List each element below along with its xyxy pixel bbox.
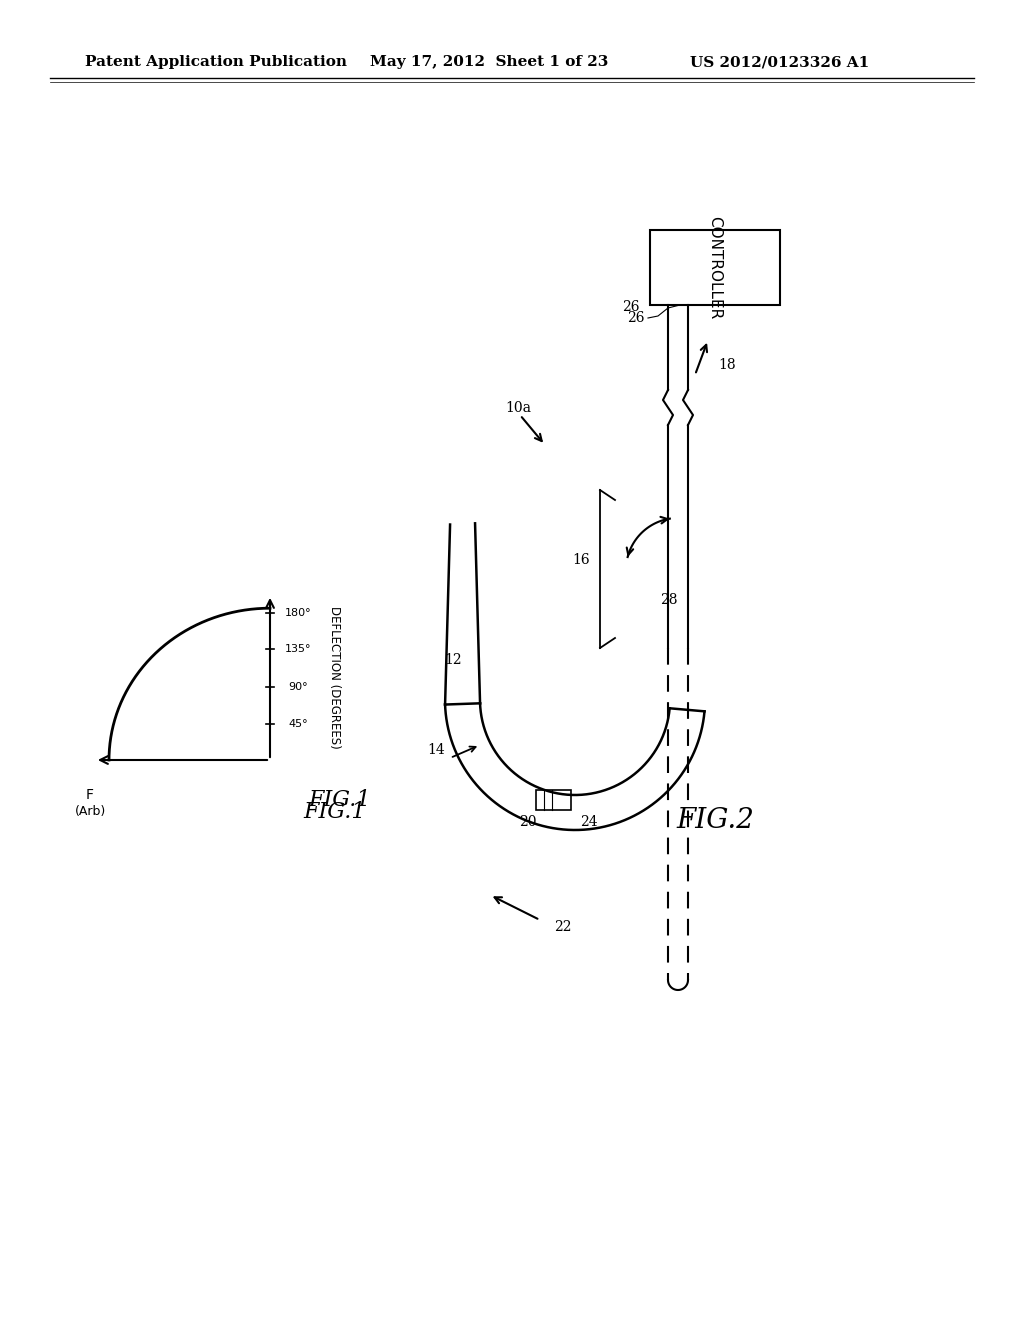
Text: 16: 16 <box>572 553 590 568</box>
Text: 90°: 90° <box>288 682 308 693</box>
Text: FIG.1: FIG.1 <box>309 789 372 810</box>
Text: 45°: 45° <box>288 718 308 729</box>
Text: 10a: 10a <box>505 401 531 414</box>
Text: CONTROLLER: CONTROLLER <box>708 216 723 319</box>
Text: US 2012/0123326 A1: US 2012/0123326 A1 <box>690 55 869 69</box>
Text: 24: 24 <box>580 814 598 829</box>
Text: DEFLECTION (DEGREES): DEFLECTION (DEGREES) <box>329 606 341 748</box>
Text: FIG.1: FIG.1 <box>304 801 367 822</box>
Text: May 17, 2012  Sheet 1 of 23: May 17, 2012 Sheet 1 of 23 <box>370 55 608 69</box>
Text: Patent Application Publication: Patent Application Publication <box>85 55 347 69</box>
Text: (Arb): (Arb) <box>75 805 105 818</box>
Text: 26: 26 <box>623 300 640 314</box>
Text: 18: 18 <box>718 358 735 372</box>
Text: F: F <box>86 788 94 803</box>
Text: 28: 28 <box>660 593 678 607</box>
Bar <box>650 230 780 305</box>
Text: 26: 26 <box>628 312 645 325</box>
Text: 14: 14 <box>427 743 444 756</box>
Text: 135°: 135° <box>285 644 311 655</box>
Text: 22: 22 <box>554 920 571 935</box>
Text: FIG.2: FIG.2 <box>676 807 754 833</box>
Text: 20: 20 <box>519 814 537 829</box>
Text: 12: 12 <box>444 653 462 667</box>
Text: 180°: 180° <box>285 609 311 618</box>
Bar <box>536 789 570 810</box>
